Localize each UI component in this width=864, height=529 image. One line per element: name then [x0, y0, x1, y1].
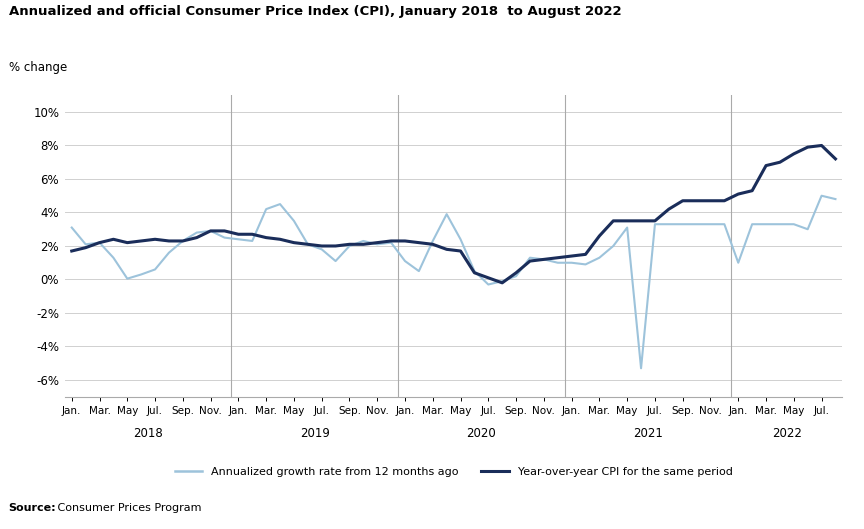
Year-over-year CPI for the same period — [511, 270, 521, 276]
Annualized growth rate from 12 months ago — [830, 196, 841, 202]
Annualized growth rate from 12 months ago — [664, 221, 674, 227]
Year-over-year CPI for the same period — [80, 244, 91, 251]
Text: % change: % change — [9, 61, 67, 74]
Year-over-year CPI for the same period — [67, 248, 77, 254]
Year-over-year CPI for the same period — [830, 156, 841, 162]
Line: Year-over-year CPI for the same period: Year-over-year CPI for the same period — [72, 145, 835, 283]
Line: Annualized growth rate from 12 months ago: Annualized growth rate from 12 months ag… — [72, 196, 835, 368]
Year-over-year CPI for the same period — [581, 251, 591, 258]
Text: Annualized and official Consumer Price Index (CPI), January 2018  to August 2022: Annualized and official Consumer Price I… — [9, 5, 621, 19]
Annualized growth rate from 12 months ago — [497, 278, 507, 285]
Year-over-year CPI for the same period — [497, 280, 507, 286]
Text: 2021: 2021 — [633, 427, 663, 440]
Text: 2020: 2020 — [467, 427, 496, 440]
Annualized growth rate from 12 months ago — [344, 243, 354, 249]
Annualized growth rate from 12 months ago — [636, 365, 646, 371]
Text: 2019: 2019 — [300, 427, 330, 440]
Legend: Annualized growth rate from 12 months ago, Year-over-year CPI for the same perio: Annualized growth rate from 12 months ag… — [170, 463, 737, 481]
Annualized growth rate from 12 months ago — [567, 260, 577, 266]
Text: Source:: Source: — [9, 503, 56, 513]
Year-over-year CPI for the same period — [664, 206, 674, 212]
Text: 2018: 2018 — [133, 427, 163, 440]
Year-over-year CPI for the same period — [816, 142, 827, 149]
Annualized growth rate from 12 months ago — [67, 224, 77, 231]
Annualized growth rate from 12 months ago — [538, 256, 549, 262]
Annualized growth rate from 12 months ago — [816, 193, 827, 199]
Annualized growth rate from 12 months ago — [80, 241, 91, 248]
Text: Consumer Prices Program: Consumer Prices Program — [54, 503, 201, 513]
Year-over-year CPI for the same period — [553, 254, 563, 261]
Year-over-year CPI for the same period — [344, 241, 354, 248]
Text: 2022: 2022 — [772, 427, 802, 440]
